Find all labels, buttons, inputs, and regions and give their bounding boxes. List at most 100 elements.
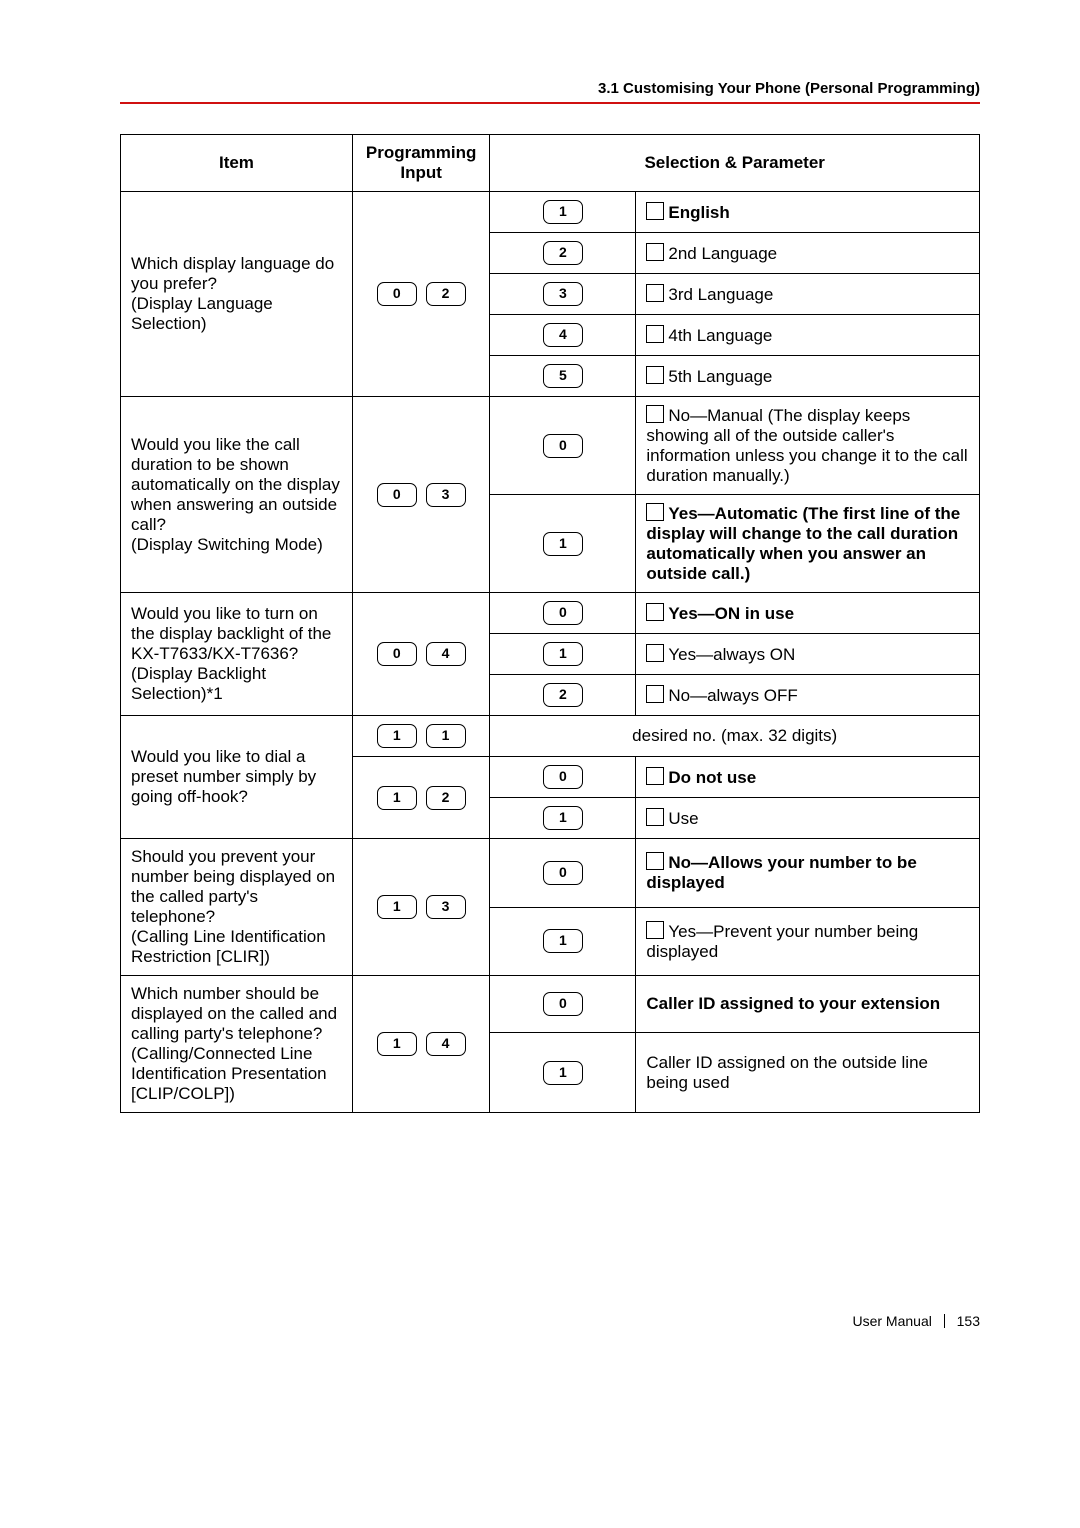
selection-cell: 1 [490, 798, 636, 839]
checkbox-icon [646, 405, 664, 423]
key-button: 1 [377, 786, 417, 810]
key-button: 2 [426, 282, 466, 306]
param-cell: Caller ID assigned on the outside line b… [636, 1033, 980, 1113]
selection-cell: 0 [490, 976, 636, 1033]
param-cell: Yes—always ON [636, 634, 980, 675]
param-cell: Yes—ON in use [636, 593, 980, 634]
selection-cell: 0 [490, 757, 636, 798]
key-button: 1 [377, 895, 417, 919]
key-button: 1 [426, 724, 466, 748]
param-label: Yes—always ON [668, 645, 795, 664]
param-label: Yes—Prevent your number being displayed [646, 922, 918, 961]
col-selparam: Selection & Parameter [490, 135, 980, 192]
item-cell: Should you prevent your number being dis… [121, 839, 353, 976]
key-button: 1 [543, 806, 583, 830]
param-cell: desired no. (max. 32 digits) [490, 716, 980, 757]
item-cell: Would you like to dial a preset number s… [121, 716, 353, 839]
key-button: 0 [543, 601, 583, 625]
selection-cell: 1 [490, 1033, 636, 1113]
param-cell: English [636, 192, 980, 233]
input-cell: 1 2 [352, 757, 489, 839]
param-label: No—Manual (The display keeps showing all… [646, 406, 967, 485]
checkbox-icon [646, 644, 664, 662]
param-label: Caller ID assigned on the outside line b… [646, 1053, 928, 1092]
selection-cell: 1 [490, 192, 636, 233]
item-cell: Would you like to turn on the display ba… [121, 593, 353, 716]
param-label: 5th Language [668, 367, 772, 386]
input-cell: 0 4 [352, 593, 489, 716]
footer-separator [944, 1314, 945, 1328]
key-button: 1 [543, 642, 583, 666]
item-text: Would you like to turn on the display ba… [131, 604, 331, 703]
checkbox-icon [646, 366, 664, 384]
key-button: 3 [543, 282, 583, 306]
param-label: Use [668, 809, 698, 828]
checkbox-icon [646, 243, 664, 261]
selection-cell: 0 [490, 397, 636, 495]
item-cell: Which display language do you prefer? (D… [121, 192, 353, 397]
checkbox-icon [646, 503, 664, 521]
item-text: Which number should be displayed on the … [131, 984, 337, 1103]
checkbox-icon [646, 603, 664, 621]
key-button: 1 [377, 1032, 417, 1056]
item-text: Would you like to dial a preset number s… [131, 747, 316, 806]
col-input: Programming Input [352, 135, 489, 192]
param-cell: No—Manual (The display keeps showing all… [636, 397, 980, 495]
selection-cell: 1 [490, 634, 636, 675]
item-text: Which display language do you prefer? (D… [131, 254, 334, 333]
key-button: 0 [377, 483, 417, 507]
item-text: Should you prevent your number being dis… [131, 847, 335, 966]
param-cell: Use [636, 798, 980, 839]
param-cell: 4th Language [636, 315, 980, 356]
param-cell: Do not use [636, 757, 980, 798]
col-item: Item [121, 135, 353, 192]
param-cell: 2nd Language [636, 233, 980, 274]
key-button: 1 [543, 1061, 583, 1085]
selection-cell: 3 [490, 274, 636, 315]
input-cell: 0 3 [352, 397, 489, 593]
key-button: 0 [543, 765, 583, 789]
selection-cell: 5 [490, 356, 636, 397]
key-button: 3 [426, 483, 466, 507]
checkbox-icon [646, 325, 664, 343]
param-label: No—Allows your number to be displayed [646, 853, 916, 892]
selection-cell: 4 [490, 315, 636, 356]
checkbox-icon [646, 685, 664, 703]
key-button: 2 [543, 683, 583, 707]
param-cell: Caller ID assigned to your extension [636, 976, 980, 1033]
selection-cell: 2 [490, 675, 636, 716]
param-label: desired no. (max. 32 digits) [632, 726, 837, 745]
param-label: Yes—ON in use [668, 604, 794, 623]
key-button: 4 [426, 642, 466, 666]
param-label: No—always OFF [668, 686, 797, 705]
param-cell: No—Allows your number to be displayed [636, 839, 980, 908]
checkbox-icon [646, 767, 664, 785]
selection-cell: 1 [490, 907, 636, 976]
param-label: Do not use [668, 768, 756, 787]
key-button: 0 [543, 861, 583, 885]
selection-cell: 1 [490, 495, 636, 593]
param-cell: 3rd Language [636, 274, 980, 315]
checkbox-icon [646, 808, 664, 826]
key-button: 1 [543, 200, 583, 224]
footer: User Manual 153 [120, 1313, 980, 1329]
footer-page: 153 [957, 1313, 980, 1329]
key-button: 0 [543, 992, 583, 1016]
selection-cell: 0 [490, 839, 636, 908]
key-button: 4 [426, 1032, 466, 1056]
input-cell: 0 2 [352, 192, 489, 397]
param-label: 2nd Language [668, 244, 777, 263]
checkbox-icon [646, 852, 664, 870]
param-cell: Yes—Prevent your number being displayed [636, 907, 980, 976]
footer-manual: User Manual [852, 1313, 931, 1329]
key-button: 3 [426, 895, 466, 919]
key-button: 1 [543, 929, 583, 953]
param-label: English [668, 203, 729, 222]
param-label: Caller ID assigned to your extension [646, 994, 940, 1013]
checkbox-icon [646, 284, 664, 302]
item-cell: Which number should be displayed on the … [121, 976, 353, 1113]
input-cell: 1 1 [352, 716, 489, 757]
param-cell: 5th Language [636, 356, 980, 397]
checkbox-icon [646, 202, 664, 220]
param-cell: Yes—Automatic (The first line of the dis… [636, 495, 980, 593]
